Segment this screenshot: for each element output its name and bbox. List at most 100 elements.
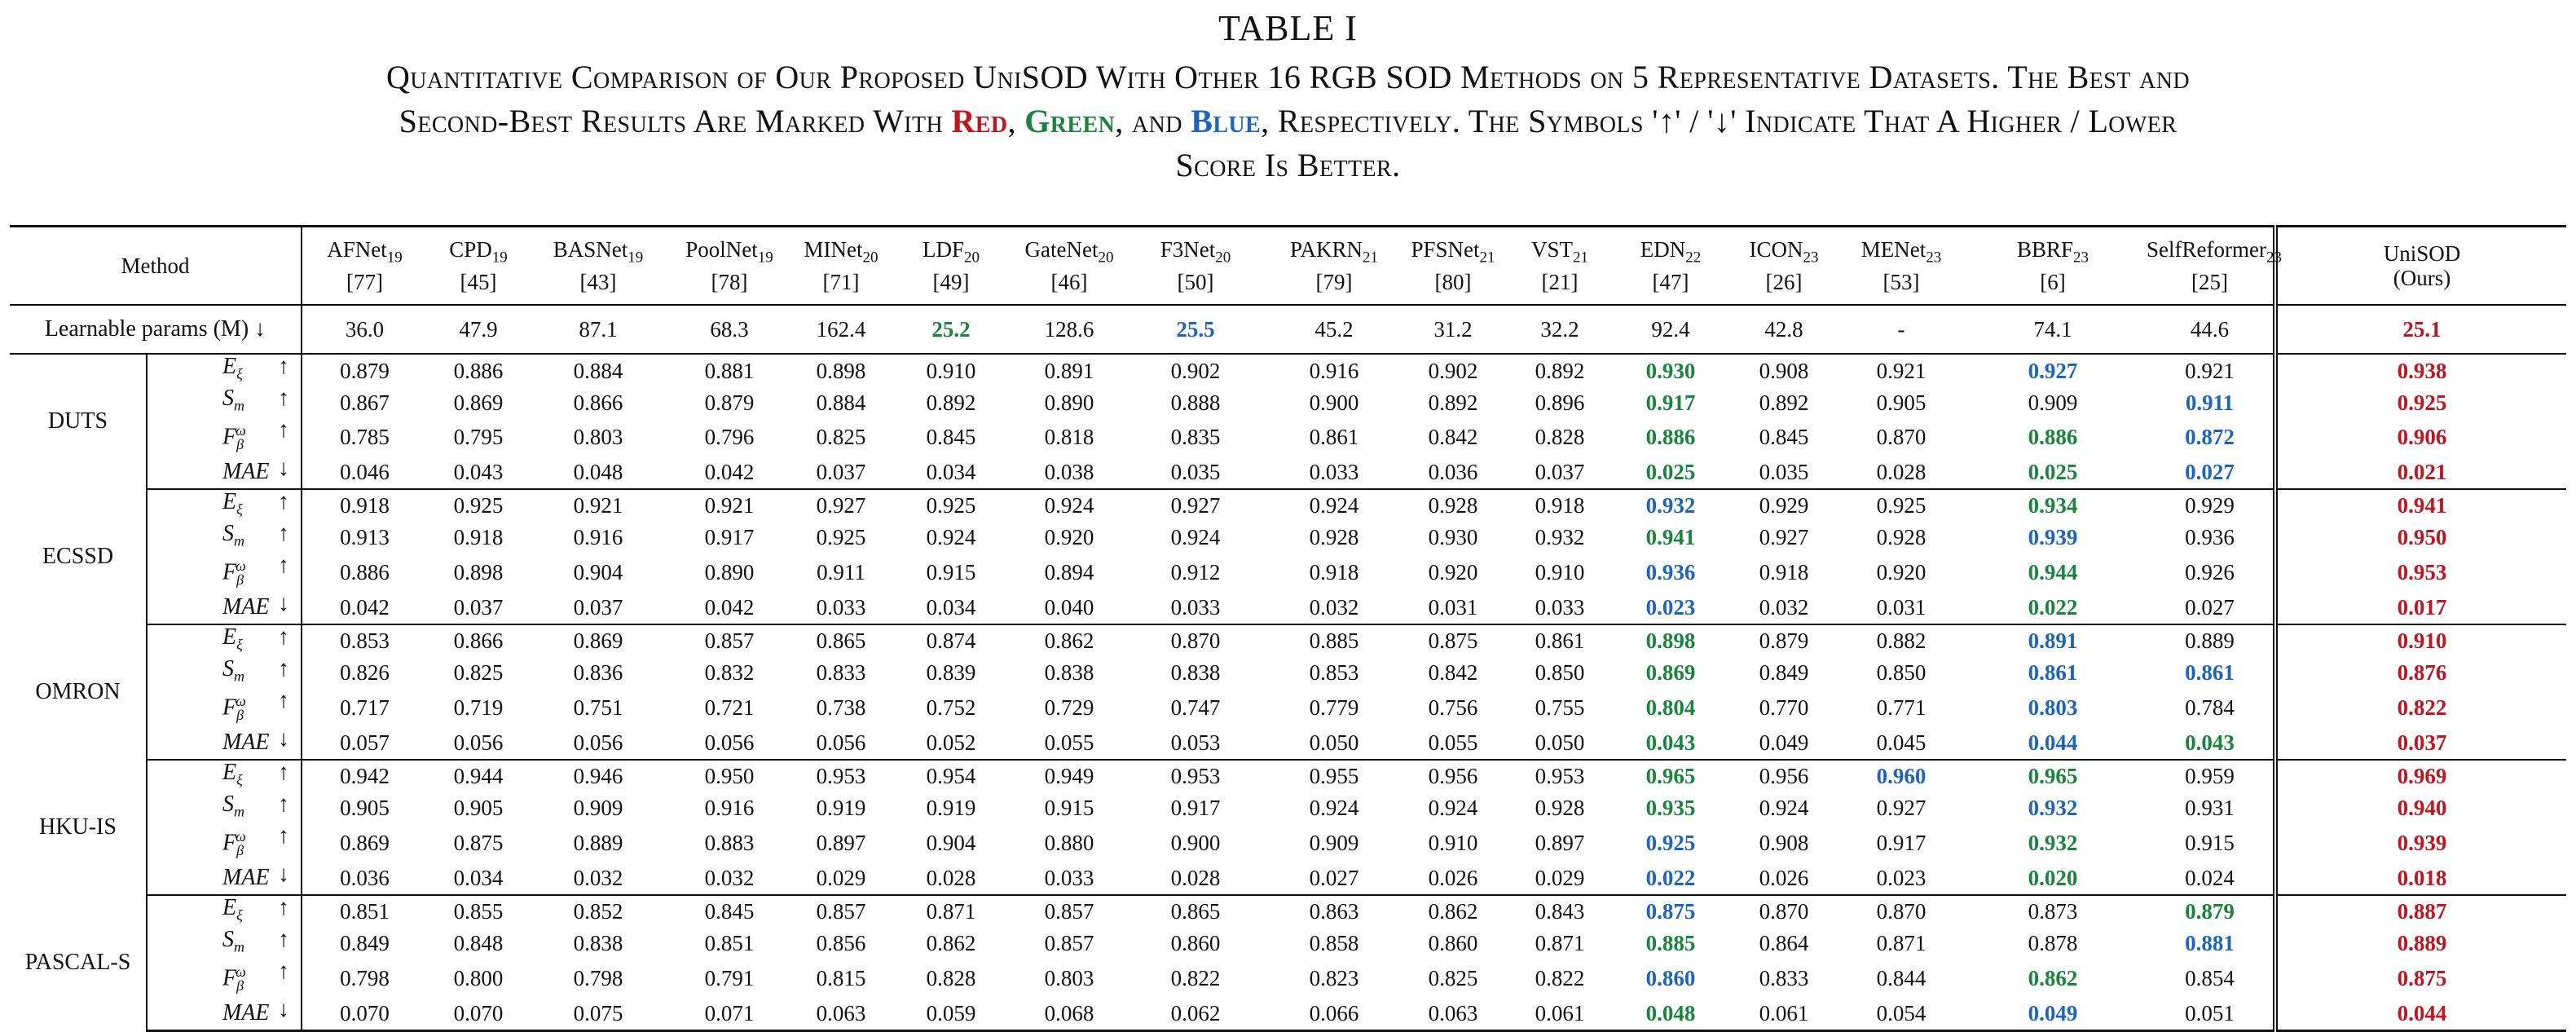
table-cell: 0.924 bbox=[1170, 525, 1221, 550]
table-cell: 0.950 bbox=[704, 764, 755, 789]
table-cell: 0.045 bbox=[1843, 726, 1959, 761]
table-cell: 0.900 bbox=[1170, 831, 1221, 856]
metric-label: Eξ ↑ bbox=[147, 894, 302, 928]
table-cell: 0.953 bbox=[816, 764, 866, 789]
metric-label: Fβω ↑ bbox=[147, 418, 302, 456]
metric-arrow: ↑ bbox=[278, 354, 289, 379]
metric-label: Sm ↑ bbox=[147, 927, 302, 959]
table-cell: 0.803 bbox=[573, 425, 623, 450]
table-cell: 0.929 bbox=[1759, 493, 1809, 518]
table-cell: 0.896 bbox=[1535, 390, 1585, 415]
table-cell: 0.833 bbox=[1759, 966, 1809, 991]
table-cell: 0.892 bbox=[1535, 358, 1585, 383]
table-cell: 0.066 bbox=[1265, 997, 1403, 1032]
table-cell: 0.936 bbox=[2147, 521, 2278, 553]
table-cell: 0.953 bbox=[1170, 764, 1221, 789]
table-cell: 0.870 bbox=[1876, 425, 1926, 450]
method-ref: [6] bbox=[2040, 270, 2066, 295]
table-cell: 0.927 bbox=[1876, 796, 1926, 821]
table-cell: 0.843 bbox=[1535, 899, 1585, 924]
metric-superscript: ω bbox=[236, 827, 246, 845]
table-cell: 0.879 bbox=[340, 358, 390, 383]
method-ref: [49] bbox=[932, 270, 970, 295]
caption-line-2-pre: Second-Best Results Are Marked With bbox=[399, 103, 952, 139]
table-cell: 0.051 bbox=[2147, 997, 2278, 1032]
table-cell: 0.891 bbox=[2028, 628, 2078, 654]
metric-arrow: ↓ bbox=[278, 455, 289, 481]
table-cell: 0.779 bbox=[1309, 695, 1359, 721]
table-cell: 0.070 bbox=[427, 997, 530, 1032]
table-cell: 0.034 bbox=[890, 456, 1012, 490]
table-cell: 0.869 bbox=[1645, 660, 1696, 686]
metric-label: Fβω ↑ bbox=[147, 688, 302, 727]
table-cell: 0.927 bbox=[1759, 525, 1809, 550]
method-year: 19 bbox=[757, 249, 773, 267]
method-header-menet: MENet23 [53] bbox=[1843, 225, 1959, 306]
table-cell: 0.027 bbox=[2147, 591, 2278, 625]
table-cell: 0.925 bbox=[1645, 831, 1696, 856]
metric-label: MAE ↓ bbox=[147, 862, 302, 896]
table-cell: 0.037 bbox=[530, 591, 667, 625]
method-year: 19 bbox=[386, 249, 403, 267]
table-cell: 0.915 bbox=[1044, 796, 1094, 821]
table-cell: 0.050 bbox=[1503, 726, 1617, 761]
metric-symbol: MAE bbox=[222, 594, 270, 620]
table-cell: 0.925 bbox=[453, 493, 504, 518]
table-cell: 0.892 bbox=[1759, 390, 1809, 415]
table-cell: 0.886 bbox=[453, 358, 504, 383]
table-cell: 0.869 bbox=[453, 390, 504, 415]
table-cell: 0.890 bbox=[704, 560, 755, 585]
table-cell: 0.918 bbox=[453, 525, 504, 550]
table-cell: 0.916 bbox=[1309, 358, 1359, 383]
table-cell: 0.908 bbox=[1759, 358, 1809, 383]
table-cell: 0.926 bbox=[2147, 553, 2278, 592]
metric-symbol: S bbox=[222, 656, 234, 682]
metric-arrow: ↑ bbox=[278, 791, 289, 817]
table-cell: 0.056 bbox=[792, 726, 890, 761]
metric-label: Eξ ↑ bbox=[147, 488, 302, 522]
metric-symbol: MAE bbox=[222, 1000, 270, 1026]
method-name: MENet bbox=[1860, 236, 1926, 262]
method-name: BBRF bbox=[2016, 236, 2074, 262]
table-cell: 0.909 bbox=[1309, 831, 1359, 856]
table-cell: 0.028 bbox=[1126, 862, 1265, 896]
table-cell: 0.880 bbox=[1044, 831, 1094, 856]
table-cell: 0.925 bbox=[2397, 390, 2447, 415]
table-cell: 0.897 bbox=[1535, 831, 1585, 856]
dataset-name: HKU-IS bbox=[10, 759, 148, 895]
caption-line-1: Quantitative Comparison of Our Proposed … bbox=[386, 59, 2190, 95]
table-cell: 0.953 bbox=[2397, 560, 2447, 585]
table-cell: 0.956 bbox=[1759, 764, 1809, 789]
method-header-gatenet: GateNet20 [46] bbox=[1012, 225, 1126, 306]
metric-label: MAE ↓ bbox=[147, 455, 302, 490]
table-cell: 0.865 bbox=[1170, 899, 1221, 924]
table-cell: 0.870 bbox=[1876, 899, 1926, 924]
table-cell: 0.771 bbox=[1876, 695, 1926, 721]
table-cell: 0.917 bbox=[1876, 831, 1926, 856]
metric-superscript: ω bbox=[236, 963, 246, 980]
table-cell: 0.886 bbox=[1645, 425, 1696, 450]
table-cell: 0.959 bbox=[2147, 759, 2278, 792]
table-cell: 0.822 bbox=[1535, 966, 1585, 991]
table-cell: 0.942 bbox=[340, 764, 390, 789]
table-cell: 0.835 bbox=[1170, 425, 1221, 450]
table-cell: 0.898 bbox=[1645, 628, 1696, 654]
method-year: 23 bbox=[1926, 249, 1942, 267]
table-cell: 0.932 bbox=[2028, 831, 2078, 856]
table-cell: 0.861 bbox=[2147, 656, 2278, 689]
table-cell: 0.928 bbox=[1535, 796, 1585, 821]
table-cell: 0.872 bbox=[2147, 418, 2278, 456]
metric-label: Sm ↑ bbox=[147, 521, 302, 553]
method-header-edn: EDN22 [47] bbox=[1617, 225, 1724, 306]
method-year: 23 bbox=[2266, 249, 2282, 267]
method-name: PAKRN bbox=[1289, 236, 1363, 262]
table-cell: 0.828 bbox=[926, 966, 976, 991]
table-cell: 0.033 bbox=[1012, 862, 1126, 896]
table-cell: 0.897 bbox=[816, 831, 866, 856]
metric-arrow: ↑ bbox=[278, 552, 289, 578]
metric-symbol: F bbox=[222, 695, 237, 721]
table-cell: 0.849 bbox=[340, 931, 390, 956]
metric-arrow: ↑ bbox=[278, 417, 289, 443]
method-ref: [53] bbox=[1882, 270, 1920, 295]
table-cell: 0.857 bbox=[704, 628, 755, 654]
